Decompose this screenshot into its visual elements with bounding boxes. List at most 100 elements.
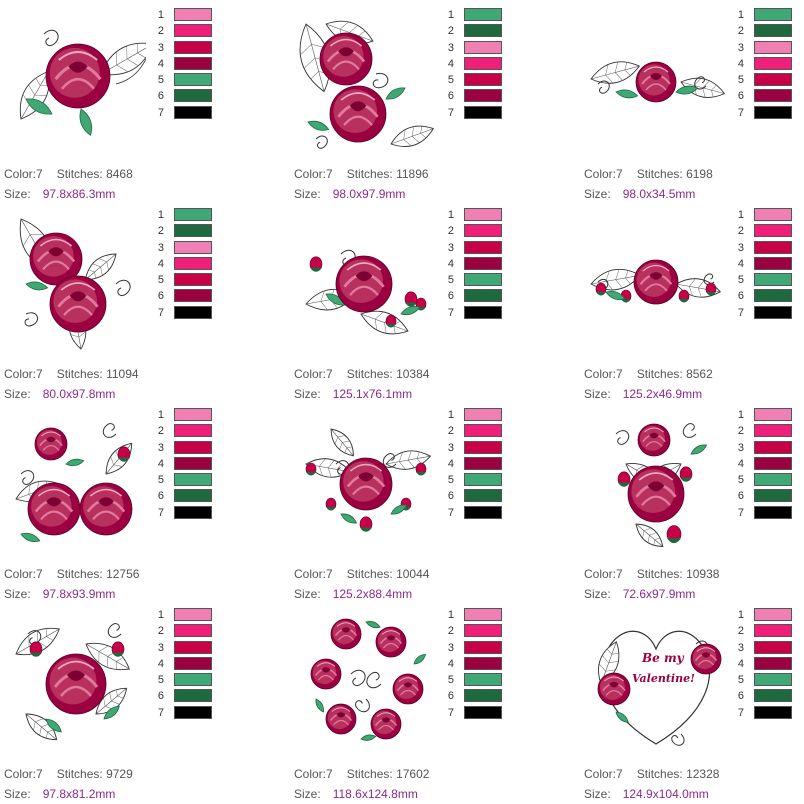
thread-number: 1 bbox=[447, 609, 454, 621]
thread-color-row: 1 bbox=[730, 8, 800, 24]
size-value: 124.9x104.0mm bbox=[622, 787, 709, 801]
design-info: Color:7 Stitches: 12756 Size: 97.8x93.9mm bbox=[4, 564, 139, 604]
rose-icon bbox=[392, 673, 424, 705]
design-card[interactable]: 1 2 3 4 5 6 7 Color:7 Stitches: 6198 Size: 98.0x34… bbox=[580, 0, 804, 201]
thread-color-swatch bbox=[174, 408, 212, 421]
thread-color-row: 2 bbox=[440, 624, 510, 640]
design-card[interactable]: 1 2 3 4 5 6 7 Color:7 Stitches: 17602 Size: 118.6x… bbox=[290, 600, 558, 801]
thread-number: 1 bbox=[737, 209, 744, 221]
thread-color-row: 3 bbox=[730, 640, 800, 657]
thread-color-row: 7 bbox=[150, 105, 220, 122]
size-label: Size: bbox=[294, 787, 321, 801]
thread-color-row: 1 bbox=[730, 408, 800, 424]
design-card[interactable]: 1 2 3 4 5 6 7 Color:7 Stitches: 11896 Size: 98.0x9… bbox=[290, 0, 558, 201]
leaf-icon bbox=[385, 87, 406, 100]
design-info: Color:7 Stitches: 10384 Size: 125.1x76.1mm bbox=[294, 364, 429, 404]
design-card[interactable]: 1 2 3 4 5 6 7 Color:7 Stitches: 11094 Size: 80.0x9… bbox=[0, 200, 268, 401]
rose-icon bbox=[325, 703, 357, 735]
thread-number: 1 bbox=[447, 209, 454, 221]
thread-number: 2 bbox=[157, 25, 164, 38]
thread-color-row: 4 bbox=[440, 56, 510, 73]
design-card[interactable]: 1 2 3 4 5 6 7 Color:7 Stitches: 10384 Size: 125.1x… bbox=[290, 200, 558, 401]
outline-leaf-icon bbox=[100, 42, 146, 76]
design-card[interactable]: 1 2 3 4 5 6 7 Color:7 Stitches: 8562 Size: 125.2x4… bbox=[580, 200, 804, 401]
thread-number: 4 bbox=[737, 57, 744, 70]
leaf-icon bbox=[25, 281, 49, 291]
color-count: 7 bbox=[36, 367, 43, 381]
swirl-icon bbox=[20, 470, 35, 485]
thread-color-swatch bbox=[174, 456, 212, 470]
thread-color-swatch bbox=[754, 689, 792, 703]
color-stitch-line: Color:7 Stitches: 12756 bbox=[4, 564, 139, 584]
swirl-icon bbox=[315, 135, 328, 149]
thread-color-swatch bbox=[174, 24, 212, 38]
design-card[interactable]: Be my Valentine! 1 2 3 4 5 6 7 Color:7 Stitches: 1… bbox=[580, 600, 804, 801]
color-count: 7 bbox=[326, 167, 333, 181]
thread-color-row: 7 bbox=[730, 505, 800, 522]
leaf-icon bbox=[390, 504, 408, 515]
thread-color-row: 3 bbox=[440, 240, 510, 257]
thread-color-list: 1 2 3 4 5 6 7 bbox=[440, 8, 510, 122]
thread-color-swatch bbox=[754, 705, 792, 719]
thread-color-swatch bbox=[754, 608, 792, 621]
thread-color-swatch bbox=[464, 40, 502, 54]
leaf-icon bbox=[79, 108, 93, 136]
swirl-icon bbox=[671, 733, 685, 746]
color-count: 7 bbox=[36, 567, 43, 581]
stitch-count: 12756 bbox=[106, 567, 140, 581]
thread-color-row: 2 bbox=[150, 224, 220, 240]
rosebud-icon bbox=[705, 282, 717, 296]
embroidery-preview bbox=[296, 4, 436, 154]
thread-color-row: 4 bbox=[150, 456, 220, 473]
thread-color-list: 1 2 3 4 5 6 7 bbox=[730, 608, 800, 722]
stitches-label: Stitches: bbox=[56, 567, 103, 581]
rose-icon bbox=[370, 708, 402, 740]
size-line: Size: 72.6x97.9mm bbox=[584, 584, 719, 604]
design-info: Color:7 Stitches: 17602 Size: 118.6x124.8mm bbox=[294, 764, 429, 804]
outline-leaf-icon bbox=[635, 523, 664, 547]
swirl-icon bbox=[382, 453, 397, 468]
thread-color-row: 2 bbox=[730, 624, 800, 640]
size-label: Size: bbox=[294, 387, 321, 401]
thread-color-row: 2 bbox=[150, 624, 220, 640]
thread-color-row: 3 bbox=[150, 440, 220, 457]
design-info: Color:7 Stitches: 6198 Size: 98.0x34.5mm bbox=[584, 164, 713, 204]
thread-number: 7 bbox=[157, 106, 164, 119]
color-count: 7 bbox=[616, 367, 623, 381]
thread-number: 2 bbox=[157, 625, 164, 638]
rose-icon bbox=[310, 658, 342, 690]
thread-color-row: 3 bbox=[730, 240, 800, 257]
thread-number: 4 bbox=[447, 57, 454, 70]
thread-color-row: 2 bbox=[730, 24, 800, 40]
size-label: Size: bbox=[294, 587, 321, 601]
thread-color-swatch bbox=[754, 224, 792, 238]
design-card[interactable]: 1 2 3 4 5 6 7 Color:7 Stitches: 10044 Size: 125.2x… bbox=[290, 400, 558, 601]
thread-color-row: 6 bbox=[150, 689, 220, 705]
thread-number: 7 bbox=[157, 306, 164, 319]
thread-color-swatch bbox=[464, 456, 502, 470]
rose-icon bbox=[329, 85, 387, 143]
design-card[interactable]: 1 2 3 4 5 6 7 Color:7 Stitches: 10938 Size: 72.6x9… bbox=[580, 400, 804, 601]
color-label: Color: bbox=[4, 567, 37, 581]
thread-color-swatch bbox=[464, 673, 502, 687]
thread-color-row: 5 bbox=[730, 673, 800, 689]
thread-number: 6 bbox=[737, 290, 744, 303]
embroidery-preview bbox=[6, 404, 146, 554]
design-card[interactable]: 1 2 3 4 5 6 7 Color:7 Stitches: 8468 Size: 97.8x86… bbox=[0, 0, 268, 201]
rose-icon bbox=[627, 465, 685, 523]
design-card[interactable]: 1 2 3 4 5 6 7 Color:7 Stitches: 9729 Size: 97.8x81… bbox=[0, 600, 268, 801]
color-label: Color: bbox=[584, 367, 617, 381]
thread-color-swatch bbox=[464, 256, 502, 270]
thread-color-row: 7 bbox=[150, 505, 220, 522]
thread-color-swatch bbox=[174, 656, 212, 670]
thread-color-swatch bbox=[174, 705, 212, 719]
outline-leaf-icon bbox=[85, 642, 130, 671]
thread-color-swatch bbox=[464, 424, 502, 438]
thread-color-swatch bbox=[754, 424, 792, 438]
thread-number: 6 bbox=[157, 690, 164, 703]
thread-number: 6 bbox=[157, 90, 164, 103]
rose-icon bbox=[319, 32, 373, 86]
thread-color-swatch bbox=[174, 624, 212, 638]
design-card[interactable]: 1 2 3 4 5 6 7 Color:7 Stitches: 12756 Size: 97.8x9… bbox=[0, 400, 268, 601]
rosebud-icon bbox=[111, 641, 125, 657]
